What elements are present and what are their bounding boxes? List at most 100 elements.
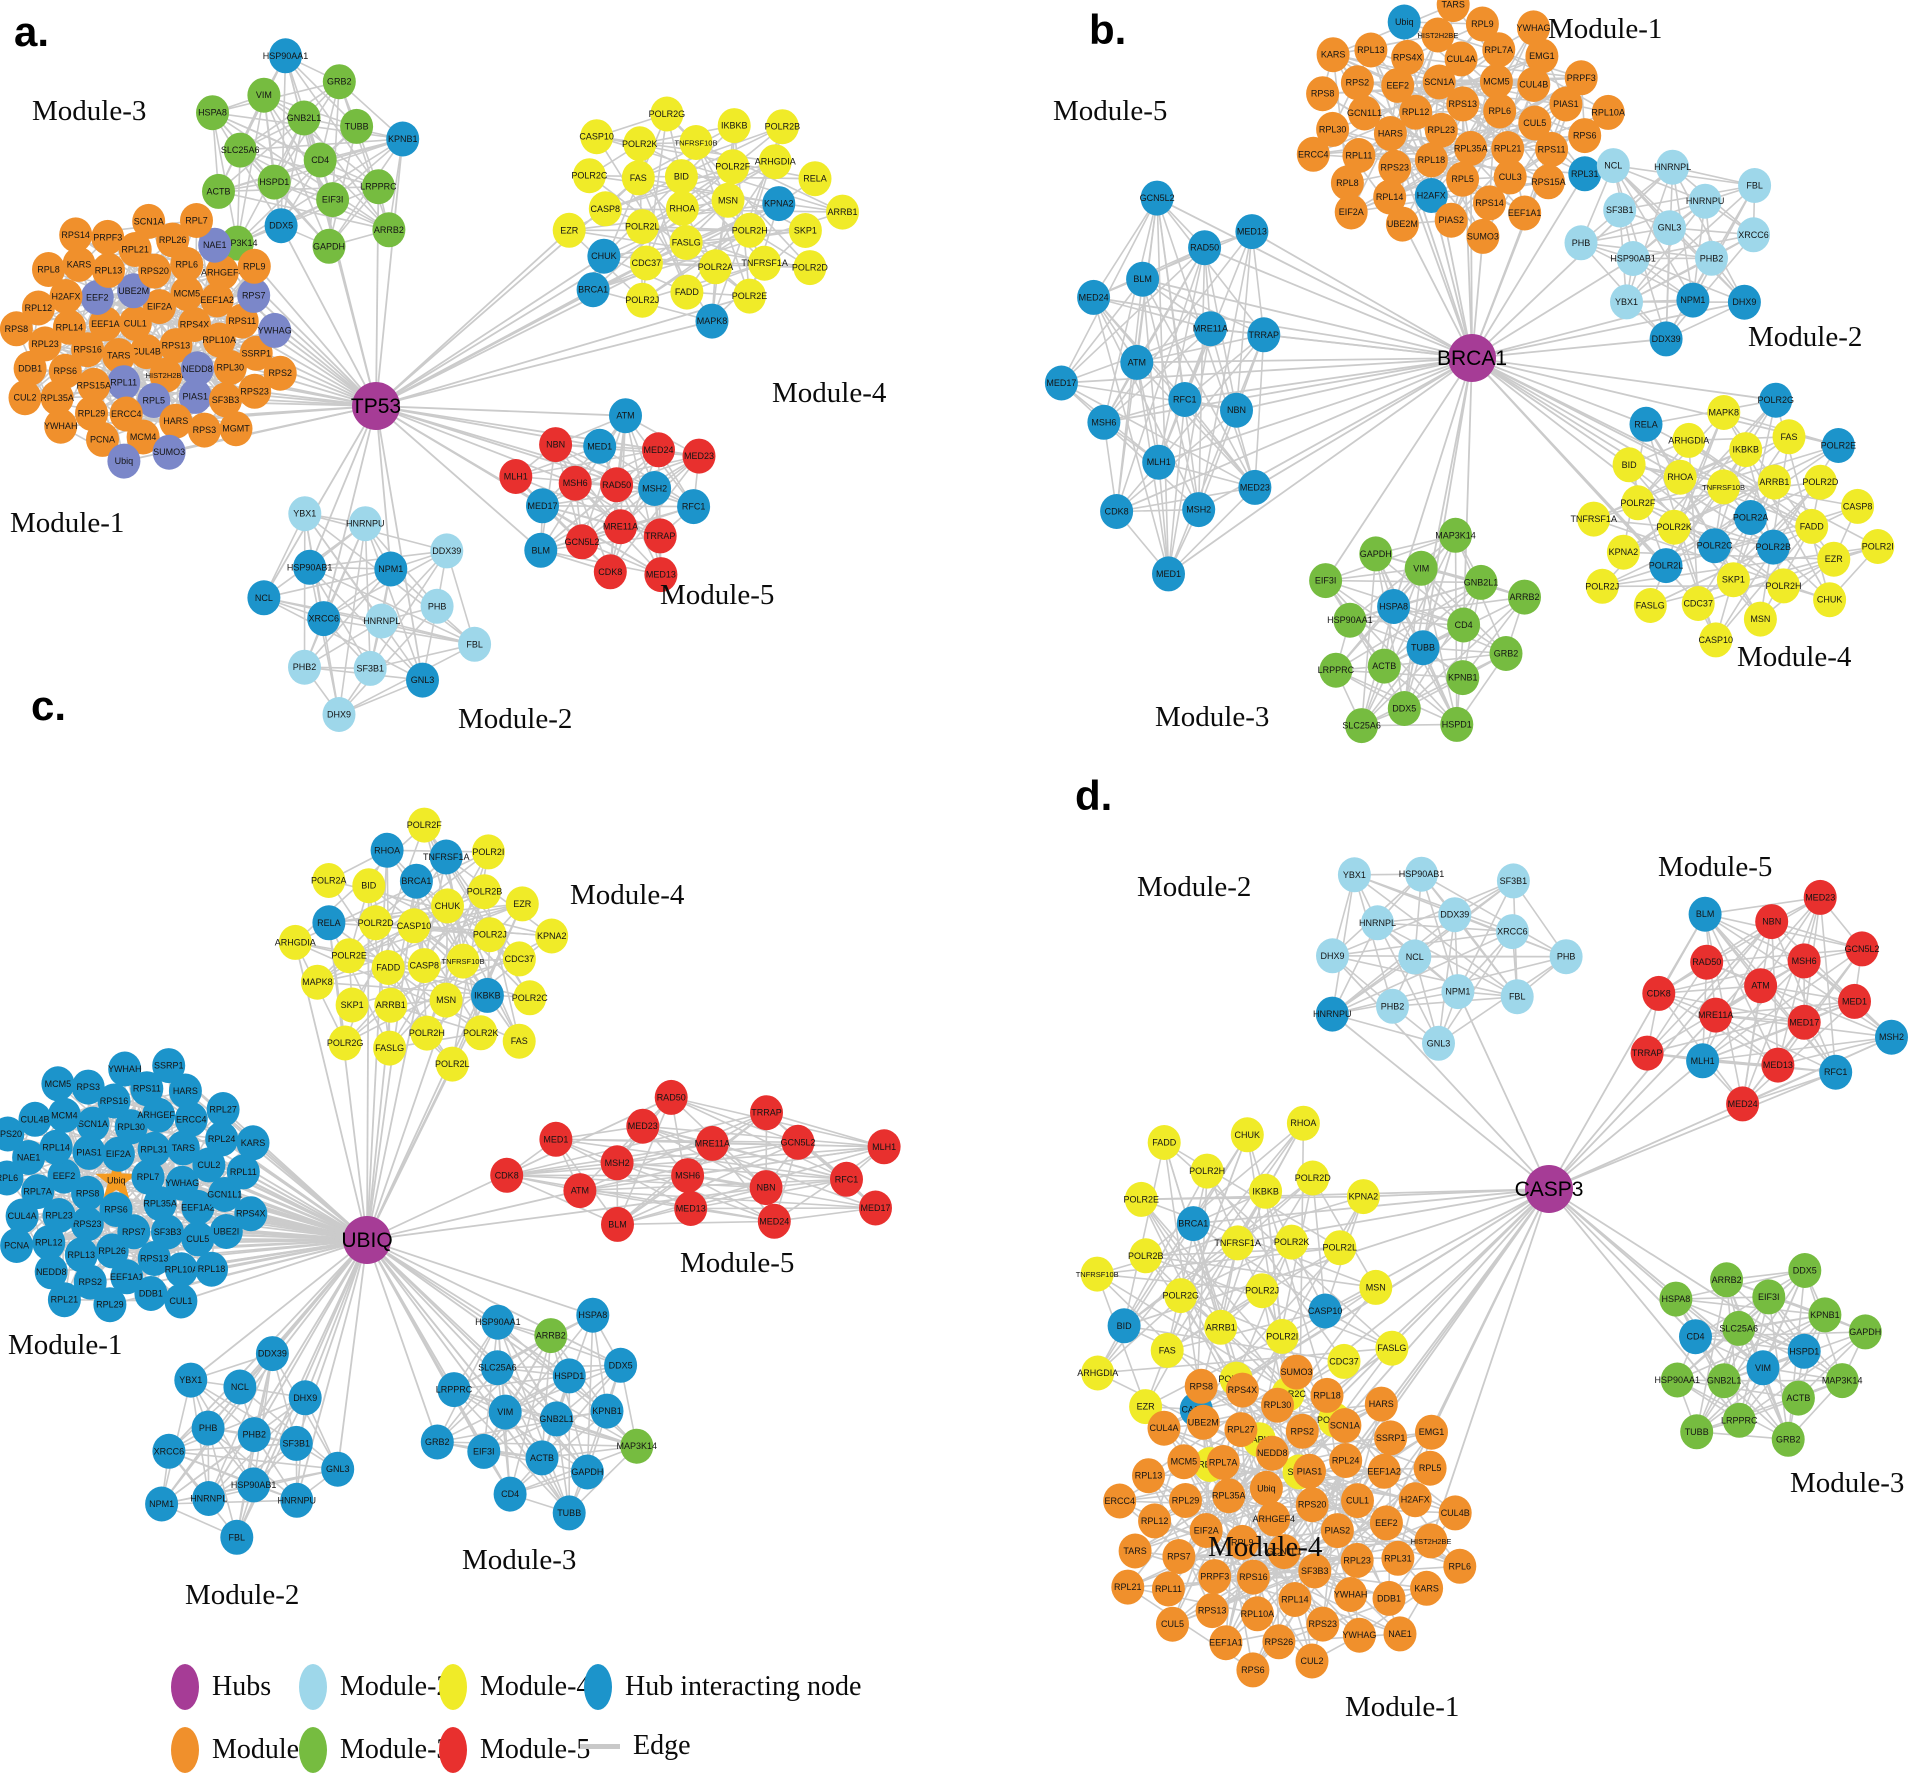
edge <box>509 1335 552 1495</box>
edge <box>1332 53 1440 83</box>
edge <box>160 1239 368 1505</box>
node-ACTB: ACTB <box>1367 648 1401 684</box>
node-label: CUL4B <box>20 1114 49 1124</box>
node-label: RPL12 <box>1141 1516 1169 1526</box>
edge <box>766 1111 885 1148</box>
node-label: CDK8 <box>495 1170 519 1180</box>
node-label: CHUK <box>435 901 461 911</box>
edge <box>1665 234 1755 340</box>
node-POLR2I: POLR2I <box>471 834 505 870</box>
node-label: CASP10 <box>1699 635 1734 645</box>
edge <box>303 568 392 668</box>
node-RPL18: RPL18 <box>1310 1377 1344 1413</box>
node-label: EZR <box>560 225 579 235</box>
node-label: RPL30 <box>117 1122 145 1132</box>
edge <box>369 550 448 669</box>
edge <box>1235 1241 1293 1380</box>
node-label: VIM <box>497 1407 513 1417</box>
node-label: CUL2 <box>1300 1656 1323 1666</box>
node-label: MED13 <box>676 1204 706 1214</box>
node-HSP90AB1: HSP90AB1 <box>231 1467 276 1503</box>
node-FADD: FADD <box>1795 508 1829 544</box>
node-NAE1: NAE1 <box>1383 1616 1417 1652</box>
node-label: RPL13 <box>1357 45 1385 55</box>
node-label: NCL <box>231 1382 249 1392</box>
node-label: RPL12 <box>35 1238 63 1248</box>
edge <box>1632 234 1754 260</box>
edge <box>236 125 358 244</box>
node-label: EEF1A2 <box>181 1202 215 1212</box>
node-label: MAP3K14 <box>1822 1376 1863 1386</box>
node-RHOA: RHOA <box>1286 1105 1320 1141</box>
node-label: EEF2 <box>1386 80 1409 90</box>
node-EEF2: EEF2 <box>1369 1505 1403 1541</box>
node-label: FASLG <box>1377 1343 1406 1353</box>
node-BLM: BLM <box>1688 896 1722 932</box>
edge <box>453 1375 570 1391</box>
node-label: ARHGEF4 <box>1252 1514 1295 1524</box>
node-label: KPNB1 <box>1448 673 1478 683</box>
node-MED13: MED13 <box>674 1191 708 1226</box>
node-label: EEF1A2 <box>200 295 234 305</box>
node-ERCC4: ERCC4 <box>1103 1483 1137 1519</box>
node-label: POLR2G <box>327 1038 364 1048</box>
node-FASLG: FASLG <box>669 225 703 260</box>
node-HSP90AA1: HSP90AA1 <box>1655 1362 1701 1398</box>
node-label: MED13 <box>1237 227 1267 237</box>
node-label: HSP90AA1 <box>1655 1375 1701 1385</box>
edge <box>217 117 305 193</box>
node-label: CUL4B <box>1441 1508 1470 1518</box>
node-label: ATM <box>1751 981 1769 991</box>
edge <box>1676 1314 1826 1381</box>
node-CDC37: CDC37 <box>1681 586 1715 621</box>
edge <box>1123 1177 1314 1327</box>
hub-label: CASP3 <box>1515 1178 1584 1201</box>
node-label: RPL8 <box>1336 178 1359 188</box>
node-RPL23: RPL23 <box>1340 1542 1374 1578</box>
node-UBE2M: UBE2M <box>1385 206 1419 242</box>
node-EZR: EZR <box>552 212 586 248</box>
node-label: EZR <box>1825 554 1844 564</box>
node-label: RPL30 <box>1319 124 1347 134</box>
node-label: FAS <box>1159 1345 1176 1355</box>
node-MLH1: MLH1 <box>1686 1043 1720 1079</box>
node-label: SF3B3 <box>1301 1566 1329 1576</box>
node-label: DDB1 <box>139 1289 163 1299</box>
node-label: ERCC4 <box>1104 1496 1135 1506</box>
node-label: MRE11A <box>695 1138 730 1148</box>
edge <box>263 405 377 599</box>
node-label: YWHAH <box>108 1064 142 1074</box>
node-label: MED1 <box>1156 569 1181 579</box>
edge <box>212 111 379 188</box>
node-CUL4A: CUL4A <box>5 1198 39 1234</box>
edge <box>375 295 750 407</box>
module-label-module-5: Module-5 <box>660 579 774 611</box>
edge <box>263 94 379 188</box>
node-RPS8: RPS8 <box>1184 1368 1218 1404</box>
node-HSPD1: HSPD1 <box>257 164 291 200</box>
node-label: GRB2 <box>327 77 352 87</box>
node-label: RPS4X <box>1228 1385 1258 1395</box>
edge <box>236 1397 306 1538</box>
panel-letter-d: d. <box>1075 772 1112 819</box>
edge <box>1715 1000 1855 1016</box>
node-TUBB: TUBB <box>552 1495 586 1531</box>
edge <box>322 405 377 619</box>
module-label-module-2: Module-2 <box>1748 321 1862 353</box>
edge <box>598 445 662 575</box>
edge <box>1156 197 1473 359</box>
node-label: SF3B1 <box>283 1438 311 1448</box>
edge <box>1704 913 1805 962</box>
node-RPL13: RPL13 <box>1354 32 1388 68</box>
node-KPNB1: KPNB1 <box>1446 660 1480 696</box>
node-KPNA2: KPNA2 <box>1346 1179 1380 1215</box>
edge <box>773 1146 885 1222</box>
edge <box>1430 1188 1550 1542</box>
node-label: RPS23 <box>1309 1619 1338 1629</box>
node-label: MLH1 <box>1691 1056 1715 1066</box>
module-label-module-5: Module-5 <box>1053 95 1167 127</box>
node-label: POLR2H <box>732 225 768 235</box>
edge <box>212 112 390 231</box>
node-RPS11: RPS11 <box>1535 131 1569 167</box>
node-label: KPNB1 <box>388 134 418 144</box>
